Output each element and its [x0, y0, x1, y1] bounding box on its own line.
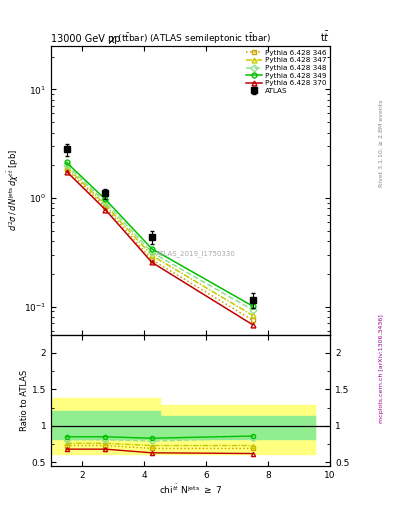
Line: Pythia 6.428 370: Pythia 6.428 370	[64, 169, 255, 327]
Text: t$\bar{t}$: t$\bar{t}$	[320, 30, 330, 44]
Line: Pythia 6.428 348: Pythia 6.428 348	[64, 162, 255, 312]
Pythia 6.428 347	[149, 252, 154, 259]
Text: mcplots.cern.ch [arXiv:1306.3436]: mcplots.cern.ch [arXiv:1306.3436]	[379, 314, 384, 423]
Pythia 6.428 348	[250, 307, 255, 313]
Text: 13000 GeV pp: 13000 GeV pp	[51, 33, 121, 44]
Title: $\chi$ (t$\bar{\rm t}$bar) (ATLAS semileptonic t$\bar{\rm t}$bar): $\chi$ (t$\bar{\rm t}$bar) (ATLAS semile…	[109, 31, 272, 46]
X-axis label: chi$^{t\bar{t}}$ N$^{\rm jets}$ $\geq$ 7: chi$^{t\bar{t}}$ N$^{\rm jets}$ $\geq$ 7	[159, 482, 222, 496]
Pythia 6.428 347	[250, 312, 255, 318]
Text: ATLAS_2019_I1750330: ATLAS_2019_I1750330	[156, 250, 236, 257]
Pythia 6.428 347	[64, 164, 69, 170]
Y-axis label: Ratio to ATLAS: Ratio to ATLAS	[20, 370, 29, 431]
Text: Rivet 3.1.10, ≥ 2.8M events: Rivet 3.1.10, ≥ 2.8M events	[379, 100, 384, 187]
Pythia 6.428 346	[149, 257, 154, 263]
Pythia 6.428 348	[149, 249, 154, 255]
Pythia 6.428 348	[64, 162, 69, 168]
Pythia 6.428 349	[64, 159, 69, 165]
Pythia 6.428 370	[149, 259, 154, 265]
Line: Pythia 6.428 346: Pythia 6.428 346	[64, 166, 255, 323]
Legend: Pythia 6.428 346, Pythia 6.428 347, Pythia 6.428 348, Pythia 6.428 349, Pythia 6: Pythia 6.428 346, Pythia 6.428 347, Pyth…	[245, 48, 328, 95]
Line: Pythia 6.428 349: Pythia 6.428 349	[64, 160, 255, 309]
Y-axis label: $d^2\sigma\,/\,dN^{\rm jets}\,d\chi^{t\bar{t}}$ [pb]: $d^2\sigma\,/\,dN^{\rm jets}\,d\chi^{t\b…	[6, 150, 21, 231]
Pythia 6.428 347	[103, 202, 108, 208]
Pythia 6.428 346	[64, 166, 69, 172]
Pythia 6.428 349	[149, 246, 154, 252]
Pythia 6.428 348	[103, 199, 108, 205]
Pythia 6.428 349	[250, 303, 255, 309]
Pythia 6.428 346	[103, 204, 108, 210]
Pythia 6.428 346	[250, 317, 255, 323]
Pythia 6.428 349	[103, 196, 108, 202]
Pythia 6.428 370	[64, 168, 69, 175]
Pythia 6.428 370	[103, 206, 108, 212]
Line: Pythia 6.428 347: Pythia 6.428 347	[64, 164, 255, 318]
Pythia 6.428 370	[250, 322, 255, 328]
